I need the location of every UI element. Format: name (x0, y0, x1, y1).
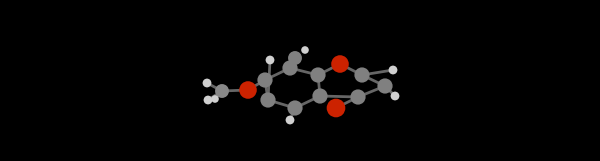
Point (265, 59, 275, 61)
Point (353, 96, 363, 98)
Point (285, 67, 295, 69)
Point (260, 79, 270, 81)
Point (217, 90, 227, 92)
Point (300, 49, 310, 51)
Point (290, 107, 300, 109)
Point (390, 95, 400, 97)
Point (290, 57, 300, 59)
Point (315, 95, 325, 97)
Point (388, 69, 398, 71)
Point (357, 74, 367, 76)
Point (202, 82, 212, 84)
Point (380, 85, 390, 87)
Point (210, 98, 220, 100)
Point (313, 74, 323, 76)
Point (331, 107, 341, 109)
Point (203, 99, 213, 101)
Point (335, 63, 345, 65)
Point (285, 119, 295, 121)
Point (263, 99, 273, 101)
Point (243, 89, 253, 91)
